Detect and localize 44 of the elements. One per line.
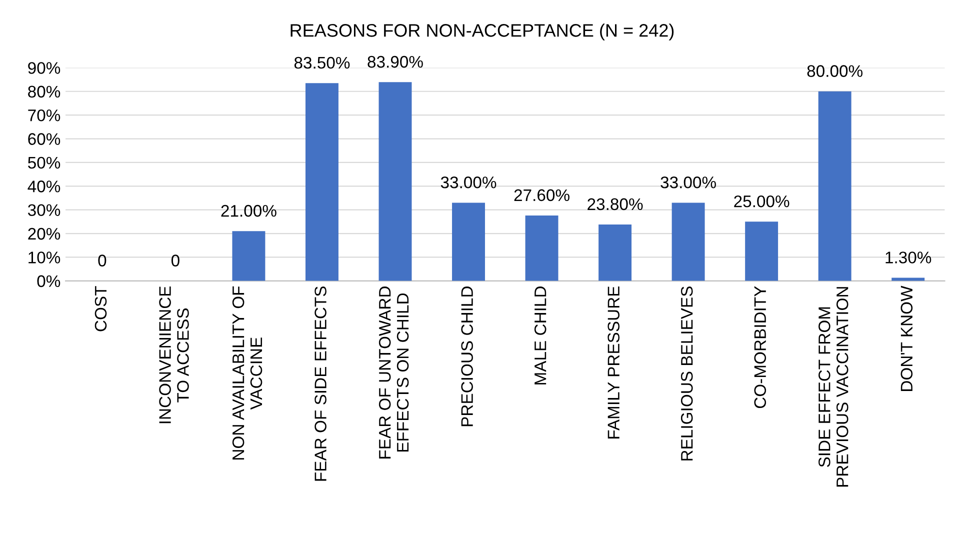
y-tick-label: 70% bbox=[28, 109, 60, 122]
y-tick-label: 20% bbox=[28, 228, 60, 240]
bar bbox=[818, 91, 852, 281]
x-tick-label: FEAR OF UNTOWARD EFFECTS ON CHILD bbox=[378, 286, 409, 458]
y-tick-label: 30% bbox=[28, 204, 60, 216]
bar bbox=[598, 224, 632, 281]
x-tick-label: PRECIOUS CHILD bbox=[461, 286, 473, 426]
data-label: 0 bbox=[171, 254, 180, 266]
bar bbox=[232, 231, 266, 281]
data-label: 23.80% bbox=[588, 198, 643, 210]
x-tick-label: NON AVAILABILITY OF VACCINE bbox=[232, 286, 262, 460]
bar bbox=[525, 216, 558, 281]
data-label: 83.90% bbox=[368, 56, 423, 68]
data-label: 33.00% bbox=[660, 176, 716, 188]
x-tick-label: INCONVENIENCE TO ACCESS bbox=[159, 286, 189, 424]
data-label: 80.00% bbox=[807, 65, 862, 77]
bar bbox=[378, 82, 412, 281]
x-tick-label: DON'T KNOW bbox=[900, 286, 913, 391]
y-tick-label: 0% bbox=[37, 275, 60, 288]
y-tick-label: 60% bbox=[28, 133, 60, 145]
y-tick-label: 80% bbox=[28, 86, 60, 98]
y-tick-label: 50% bbox=[28, 156, 60, 169]
bar bbox=[305, 83, 338, 281]
data-label: 1.30% bbox=[886, 252, 932, 264]
x-tick-label: RELIGIOUS BELIEVES bbox=[680, 286, 693, 460]
chart-title: REASONS FOR NON-ACCEPTANCE (N = 242) bbox=[290, 24, 674, 40]
data-label: 33.00% bbox=[440, 176, 496, 188]
bar bbox=[452, 202, 485, 281]
data-label: 25.00% bbox=[734, 195, 790, 208]
y-tick-label: 40% bbox=[28, 180, 60, 192]
bar bbox=[745, 222, 778, 281]
x-tick-label: CO-MORBIDITY bbox=[754, 286, 766, 408]
data-label: 0 bbox=[98, 254, 106, 266]
x-tick-label: SIDE EFFECT FROM PREVIOUS VACCINATION bbox=[818, 287, 848, 487]
bar bbox=[672, 202, 705, 281]
y-tick-label: 10% bbox=[28, 252, 60, 264]
x-tick-label: FAMILY PRESSURE bbox=[608, 286, 620, 438]
y-tick-label: 90% bbox=[28, 62, 60, 74]
data-label: 21.00% bbox=[221, 204, 276, 217]
data-label: 83.50% bbox=[294, 56, 350, 69]
x-tick-label: MALE CHILD bbox=[534, 286, 546, 384]
x-tick-label: FEAR OF SIDE EFFECTS bbox=[314, 286, 326, 481]
data-label: 27.60% bbox=[514, 189, 570, 202]
x-tick-label: COST bbox=[94, 286, 107, 332]
